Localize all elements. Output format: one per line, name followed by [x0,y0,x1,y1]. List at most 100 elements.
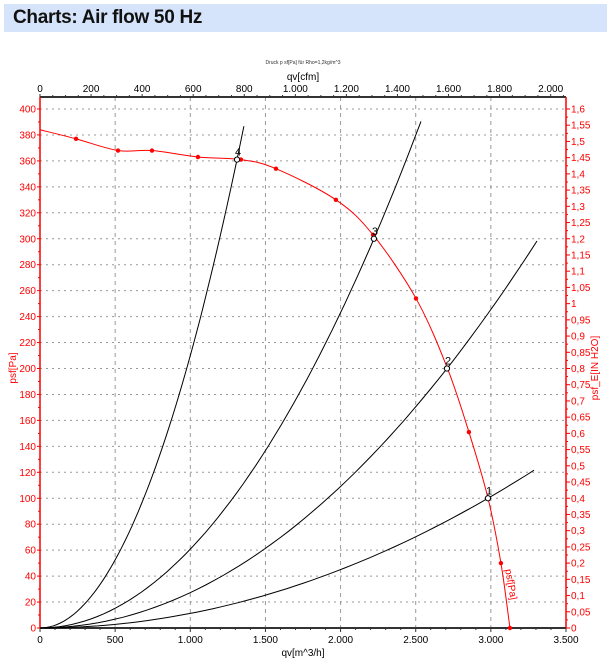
operating-point-1 [484,495,492,502]
y2-tick-label: 0,4 [571,494,585,505]
y2-tick-label: 1,1 [571,267,585,278]
fan-curve-marker [115,148,121,153]
x-tick-label: 2.000 [328,635,353,646]
y2-tick-label: 0,6 [571,429,585,440]
y2-tick-label: 0,1 [571,591,585,602]
y2-tick-label: 1,55 [571,121,591,132]
system-curve-2 [39,240,538,629]
operating-point-label: 1 [486,485,492,497]
fan-curve-marker [333,197,339,203]
x2-tick-label: 200 [83,84,100,95]
y2-tick-label: 0,3 [571,526,585,537]
y-tick-label: 400 [19,105,36,116]
y2-tick-label: 0,05 [571,607,591,618]
y2-tick-label: 0,45 [571,478,591,489]
y-tick-label: 260 [19,286,36,297]
x2-tick-label: 800 [236,84,253,95]
y-tick-label: 80 [25,520,37,531]
y2-tick-label: 0,75 [571,380,591,391]
y2-tick-label: 0,55 [571,445,591,456]
x-tick-label: 3.000 [478,635,503,646]
y2-tick-label: 0,9 [571,332,585,343]
y-tick-label: 340 [19,182,36,193]
x2-tick-label: 400 [134,84,151,95]
fan-curve-marker [149,148,155,153]
x2-tick-label: 1.000 [283,84,308,95]
operating-point-label: 4 [235,147,241,159]
y2-tick-label: 0,65 [571,413,591,424]
operating-point-2 [443,365,451,372]
y2-axis-label: psf_E[IN H2O] [590,336,601,401]
y-tick-label: 100 [19,494,36,505]
system-curve-3 [39,121,422,629]
operating-point-label: 2 [445,356,451,368]
fan-curve-marker [466,429,472,435]
y2-tick-label: 1,2 [571,234,585,245]
system-curve-4 [39,126,245,629]
y-tick-label: 180 [19,390,36,401]
y-tick-label: 0 [30,624,36,635]
y-tick-label: 300 [19,234,36,245]
fan-curve [39,129,511,629]
fan-curve-marker [507,625,513,631]
y2-tick-label: 0,95 [571,315,591,326]
y2-tick-label: 0 [571,624,577,635]
y-tick-label: 320 [19,208,36,219]
system-curve-1 [40,469,535,629]
y-tick-label: 120 [19,468,36,479]
y-axis-label: psf[Pa] [8,352,19,383]
y-tick-label: 220 [19,338,36,349]
y2-tick-label: 0,2 [571,559,585,570]
y-tick-label: 240 [19,312,36,323]
y2-tick-label: 0,25 [571,542,591,553]
x-tick-label: 3.500 [553,635,578,646]
section-title: Charts: Air flow 50 Hz [13,7,203,28]
y2-tick-label: 1,25 [571,218,591,229]
x2-tick-label: 2.000 [538,84,563,95]
x2-tick-label: 1.400 [385,84,410,95]
operating-point-3 [370,235,378,242]
operating-point-label: 3 [372,226,378,238]
x-tick-label: 2.500 [403,635,428,646]
y-tick-label: 20 [25,598,37,609]
x-tick-label: 1.000 [178,635,203,646]
fan-curve-label: psf[Pa] [502,568,518,601]
fan-curve-marker [413,296,419,301]
y-tick-label: 380 [19,130,36,141]
x2-tick-label: 0 [37,84,43,95]
x2-axis-label: qv[cfm] [287,72,319,83]
y2-tick-label: 0,15 [571,575,591,586]
x-tick-label: 1.500 [253,635,278,646]
y2-tick-label: 1 [571,299,577,310]
x2-tick-label: 1.800 [487,84,512,95]
x2-tick-label: 600 [185,84,202,95]
operating-point-4 [233,156,241,163]
y-tick-label: 200 [19,364,36,375]
fan-curve-marker [73,136,79,142]
fan-curve-marker [498,560,504,566]
y2-tick-label: 1,35 [571,186,591,197]
y2-tick-label: 0,85 [571,348,591,359]
y-tick-label: 280 [19,260,36,271]
y2-tick-label: 1,15 [571,250,591,261]
y2-tick-label: 0,5 [571,461,585,472]
y-tick-label: 40 [25,572,37,583]
x-axis-label: qv[m^3/h] [281,648,324,659]
fan-curve-marker [195,154,201,160]
y-tick-label: 140 [19,442,36,453]
y2-tick-label: 1,05 [571,283,591,294]
x2-tick-label: 1.200 [334,84,359,95]
y-tick-label: 360 [19,156,36,167]
y2-tick-label: 0,7 [571,396,585,407]
y2-tick-label: 0,35 [571,510,591,521]
x-tick-label: 0 [37,635,43,646]
y2-tick-label: 1,45 [571,153,591,164]
y2-tick-label: 0,8 [571,364,585,375]
y-tick-label: 60 [25,546,37,557]
y2-tick-label: 1,5 [571,137,585,148]
y2-tick-label: 1,4 [571,169,585,180]
x2-tick-label: 1.600 [436,84,461,95]
section-header: Charts: Air flow 50 Hz [4,4,607,32]
y-tick-label: 160 [19,416,36,427]
